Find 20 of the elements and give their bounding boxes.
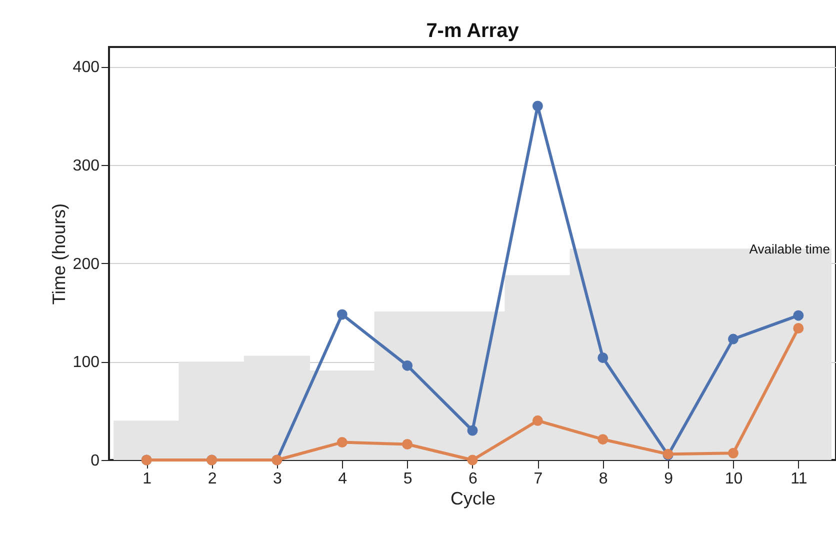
chart-title: 7-m Array bbox=[426, 20, 520, 42]
annotation: Available time bbox=[749, 241, 830, 256]
x-tick-label: 5 bbox=[403, 470, 412, 488]
x-tick-label: 2 bbox=[208, 470, 217, 488]
x-tick-label: 8 bbox=[598, 470, 608, 488]
x-tick-label: 11 bbox=[790, 470, 808, 488]
x-axis-title: Cycle bbox=[450, 488, 496, 508]
x-tick-label: 9 bbox=[664, 470, 674, 488]
y-tick-label: 0 bbox=[90, 452, 100, 470]
y-axis-title: Time (hours) bbox=[48, 203, 69, 305]
x-tick-label: 7 bbox=[534, 470, 543, 488]
y-tick-label: 100 bbox=[72, 354, 100, 372]
y-tick-label: 300 bbox=[72, 158, 100, 174]
x-tick-label: 1 bbox=[142, 470, 152, 488]
x-tick-label: 4 bbox=[338, 470, 348, 488]
y-tick-label: 200 bbox=[72, 256, 100, 273]
x-tick-label: 10 bbox=[724, 470, 743, 488]
y-tick-label: 400 bbox=[72, 59, 100, 76]
x-tick-label: 3 bbox=[273, 470, 282, 488]
x-tick-label: 6 bbox=[468, 470, 478, 488]
